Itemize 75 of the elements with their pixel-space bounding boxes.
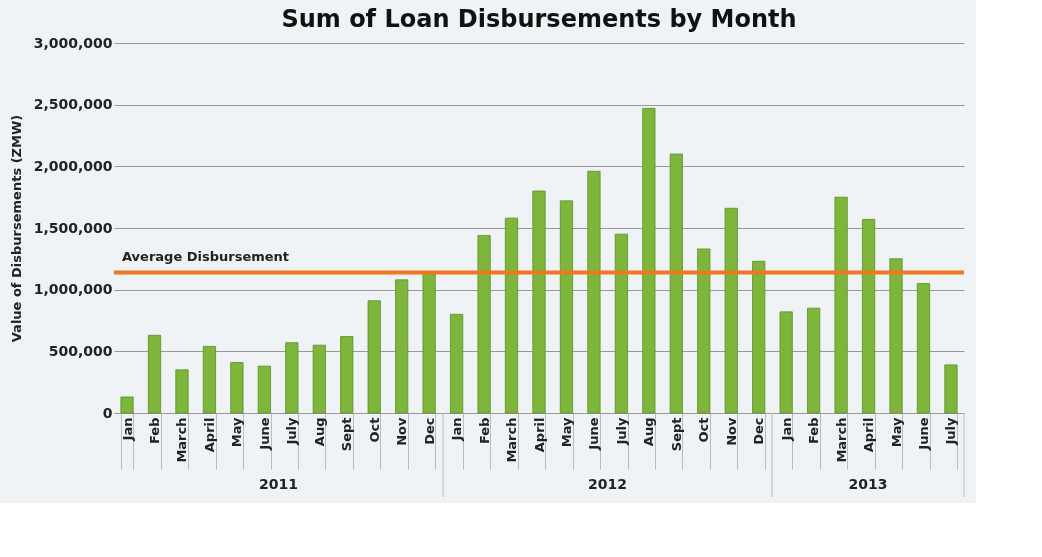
x-tick-label: Dec	[421, 417, 437, 445]
bar	[779, 311, 793, 414]
bar	[889, 258, 903, 414]
x-tick-label: May	[229, 416, 245, 448]
bar	[944, 364, 958, 414]
x-tick-label: May	[888, 416, 904, 448]
x-tick-label: June	[586, 417, 602, 451]
y-tick-label: 500,000	[48, 342, 113, 359]
x-tick-label: April	[201, 417, 217, 453]
bar	[395, 279, 409, 414]
y-tick-label: 2,000,000	[33, 157, 113, 174]
bar	[340, 336, 354, 414]
x-tick-label: Nov	[394, 416, 410, 446]
bar	[504, 217, 519, 414]
x-tick-label: March	[504, 417, 520, 463]
x-tick-label: Feb	[147, 417, 163, 444]
x-tick-label: July	[613, 416, 629, 446]
bar	[367, 300, 381, 414]
x-tick-label: Aug	[311, 417, 327, 447]
x-tick-label: Dec	[751, 417, 767, 445]
x-tick-label: Jan	[119, 417, 135, 442]
bar	[614, 233, 628, 414]
x-tick-label: May	[558, 416, 574, 448]
text: 2013	[848, 476, 888, 492]
ref-line-label: Average Disbursement	[122, 249, 290, 265]
y-tick-label: 1,000,000	[33, 281, 113, 298]
bar	[477, 235, 491, 414]
bar	[422, 273, 436, 414]
x-tick-label: April	[861, 417, 877, 453]
x-tick-label: July	[284, 416, 300, 446]
bar	[532, 190, 546, 414]
bar	[669, 153, 683, 414]
bar	[724, 207, 738, 414]
bar	[175, 369, 189, 414]
text: 2012	[588, 476, 628, 492]
x-tick-label: Feb	[806, 417, 822, 444]
bar	[257, 365, 271, 414]
x-tick-label: Sept	[339, 417, 355, 452]
bar	[587, 170, 601, 414]
x-tick-label: June	[915, 417, 931, 451]
bar	[752, 260, 766, 414]
x-tick-label: Jan	[778, 417, 794, 442]
x-tick-label: Aug	[641, 417, 657, 447]
y-tick-label: 3,000,000	[33, 34, 113, 51]
y-axis-title: Value of Disbursements (ZMW)	[8, 114, 24, 343]
x-tick-label: Oct	[366, 417, 382, 443]
bar	[120, 396, 134, 414]
bar	[147, 334, 162, 414]
x-tick-label: Nov	[723, 416, 739, 446]
bar	[285, 342, 299, 414]
x-tick-label: Jan	[449, 417, 465, 442]
x-tick-label: March	[174, 417, 190, 463]
y-tick-label: 1,500,000	[33, 219, 113, 236]
bar	[697, 248, 711, 414]
bar	[559, 200, 574, 414]
text: 2011	[259, 476, 298, 492]
bar	[861, 218, 876, 414]
x-tick-label: July	[943, 416, 959, 446]
x-tick-label: Feb	[476, 417, 492, 444]
bar	[916, 283, 931, 414]
x-tick-label: Oct	[696, 417, 712, 443]
bar	[834, 196, 848, 414]
bar	[807, 307, 821, 414]
bar	[202, 346, 217, 414]
x-tick-label: June	[256, 417, 272, 451]
x-tick-label: March	[833, 417, 849, 463]
bar	[642, 107, 656, 414]
x-tick-label: April	[531, 417, 547, 453]
bar	[450, 313, 464, 414]
y-tick-label: 2,500,000	[33, 96, 113, 113]
bar	[312, 344, 326, 414]
x-tick-label: Sept	[668, 417, 684, 452]
y-tick-label: 0	[102, 404, 113, 421]
bar	[230, 362, 244, 414]
chart-title: Sum of Loan Disbursements by Month	[281, 5, 797, 33]
